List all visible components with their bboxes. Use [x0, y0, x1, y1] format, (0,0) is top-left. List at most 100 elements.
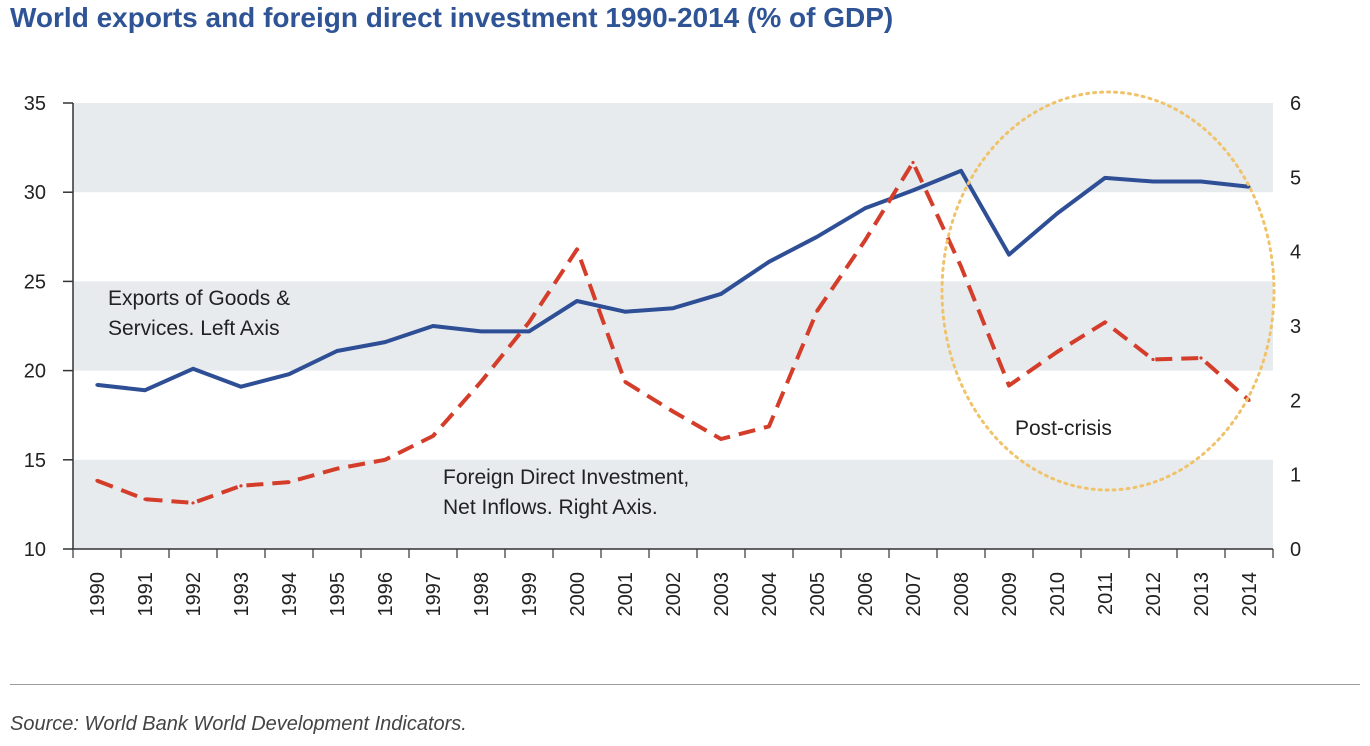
left-tick-label: 20: [24, 361, 46, 383]
right-tick-label: 2: [1290, 390, 1301, 412]
x-tick-label: 1991: [135, 572, 157, 617]
x-tick-label: 2011: [1095, 572, 1117, 615]
exports-data-point: [911, 188, 915, 193]
fdi-label-line2: Net Inflows. Right Axis.: [443, 496, 658, 519]
fdi-data-point: [287, 480, 291, 484]
fdi-data-point: [575, 247, 579, 252]
exports-data-point: [1247, 185, 1251, 189]
exports-data-point: [575, 299, 579, 303]
fdi-data-point: [1055, 350, 1059, 354]
x-tick-label: 1995: [327, 572, 349, 617]
fdi-data-point: [671, 409, 675, 414]
exports-data-point: [479, 329, 483, 333]
x-tick-label: 2001: [615, 572, 637, 617]
right-tick-label: 0: [1290, 539, 1301, 561]
x-tick-label: 2009: [999, 572, 1021, 617]
exports-data-point: [143, 388, 147, 392]
x-tick-label: 2004: [759, 572, 781, 617]
exports-label-line1: Exports of Goods &: [108, 287, 290, 310]
fdi-data-point: [623, 380, 627, 384]
chart-title: World exports and foreign direct investm…: [10, 2, 894, 33]
series-lines: [95, 160, 1251, 505]
fdi-data-point: [191, 501, 195, 505]
fdi-data-point: [383, 458, 387, 462]
fdi-data-point: [431, 434, 435, 438]
fdi-label-line1: Foreign Direct Investment,: [443, 466, 689, 489]
exports-data-point: [95, 383, 99, 387]
right-tick-label: 3: [1290, 316, 1301, 338]
fdi-data-point: [815, 309, 819, 313]
x-tick-label: 2012: [1143, 572, 1165, 617]
post-crisis-highlight: [940, 90, 1276, 492]
exports-data-point: [767, 260, 771, 264]
exports-data-point: [623, 310, 627, 314]
exports-data-point: [335, 349, 339, 353]
x-tick-label: 2000: [567, 572, 589, 617]
exports-data-point: [1199, 179, 1203, 184]
x-tick-label: 1990: [87, 572, 109, 617]
fdi-data-point: [1007, 383, 1011, 388]
source-note: Source: World Bank World Development Ind…: [10, 713, 467, 735]
fdi-data-point: [767, 424, 771, 428]
exports-data-point: [959, 169, 963, 173]
right-tick-label: 6: [1290, 93, 1301, 115]
left-tick-label: 25: [24, 271, 46, 293]
fdi-data-point: [239, 484, 243, 488]
exports-data-point: [527, 329, 531, 333]
x-tick-label: 2003: [711, 572, 733, 617]
divider: [10, 684, 1360, 685]
right-tick-label: 4: [1290, 242, 1301, 264]
chart: 10 15 20 25 30 35 0 1 2 3 4 5 6 1990 1991 1992 1993 199…: [24, 90, 1301, 617]
x-tick-label: 2014: [1239, 572, 1261, 617]
grid-band: [73, 459, 1273, 549]
right-axis-ticks: 0 1 2 3 4 5 6: [1290, 93, 1301, 561]
fdi-data-point: [1199, 356, 1203, 360]
right-tick-label: 1: [1290, 465, 1301, 487]
right-tick-label: 5: [1290, 167, 1301, 189]
fdi-data-point: [95, 479, 99, 483]
x-tick-label: 1992: [183, 572, 205, 617]
fdi-data-point: [719, 437, 723, 441]
left-tick-label: 10: [24, 539, 46, 561]
x-tick-label: 1997: [423, 572, 445, 617]
exports-data-point: [671, 306, 675, 310]
x-tick-label: 1999: [519, 572, 541, 617]
fdi-data-point: [143, 497, 147, 501]
x-tick-label: 1996: [375, 572, 397, 617]
grid-bands: [73, 103, 1273, 549]
axes: [72, 103, 1273, 550]
annotations: Exports of Goods & Services. Left Axis F…: [108, 287, 1112, 519]
x-tick-label: 2005: [807, 572, 829, 617]
fdi-data-point: [911, 160, 915, 165]
x-tick-label: 2006: [855, 572, 877, 617]
x-tick-label: 2007: [903, 572, 925, 617]
left-tick-label: 35: [24, 93, 46, 115]
left-tick-label: 30: [24, 182, 46, 204]
fdi-data-point: [1151, 357, 1155, 362]
fdi-data-point: [1103, 320, 1107, 324]
exports-data-point: [383, 340, 387, 344]
x-tick-label: 2010: [1047, 572, 1069, 617]
fdi-data-point: [959, 264, 963, 269]
x-tick-label: 1998: [471, 572, 493, 617]
exports-data-point: [287, 372, 291, 376]
exports-data-point: [239, 385, 243, 389]
x-tick-label: 2013: [1191, 572, 1213, 617]
exports-data-point: [815, 235, 819, 239]
x-tick-label: 2008: [951, 572, 973, 617]
grid-band: [73, 281, 1273, 371]
x-tick-label: 2002: [663, 572, 685, 617]
post-crisis-circle: [940, 90, 1276, 492]
exports-data-point: [719, 292, 723, 296]
exports-data-point: [863, 206, 867, 210]
grid-band: [73, 103, 1273, 193]
x-tick-label: 1993: [231, 572, 253, 617]
exports-data-point: [1055, 212, 1059, 216]
left-axis-ticks: 10 15 20 25 30 35: [24, 93, 73, 561]
fdi-data-point: [527, 320, 531, 324]
exports-data-point: [1151, 179, 1155, 184]
exports-label-line2: Services. Left Axis: [108, 317, 280, 340]
left-tick-label: 15: [24, 450, 46, 472]
x-tick-label: 1994: [279, 572, 301, 617]
fdi-data-point: [479, 380, 483, 384]
